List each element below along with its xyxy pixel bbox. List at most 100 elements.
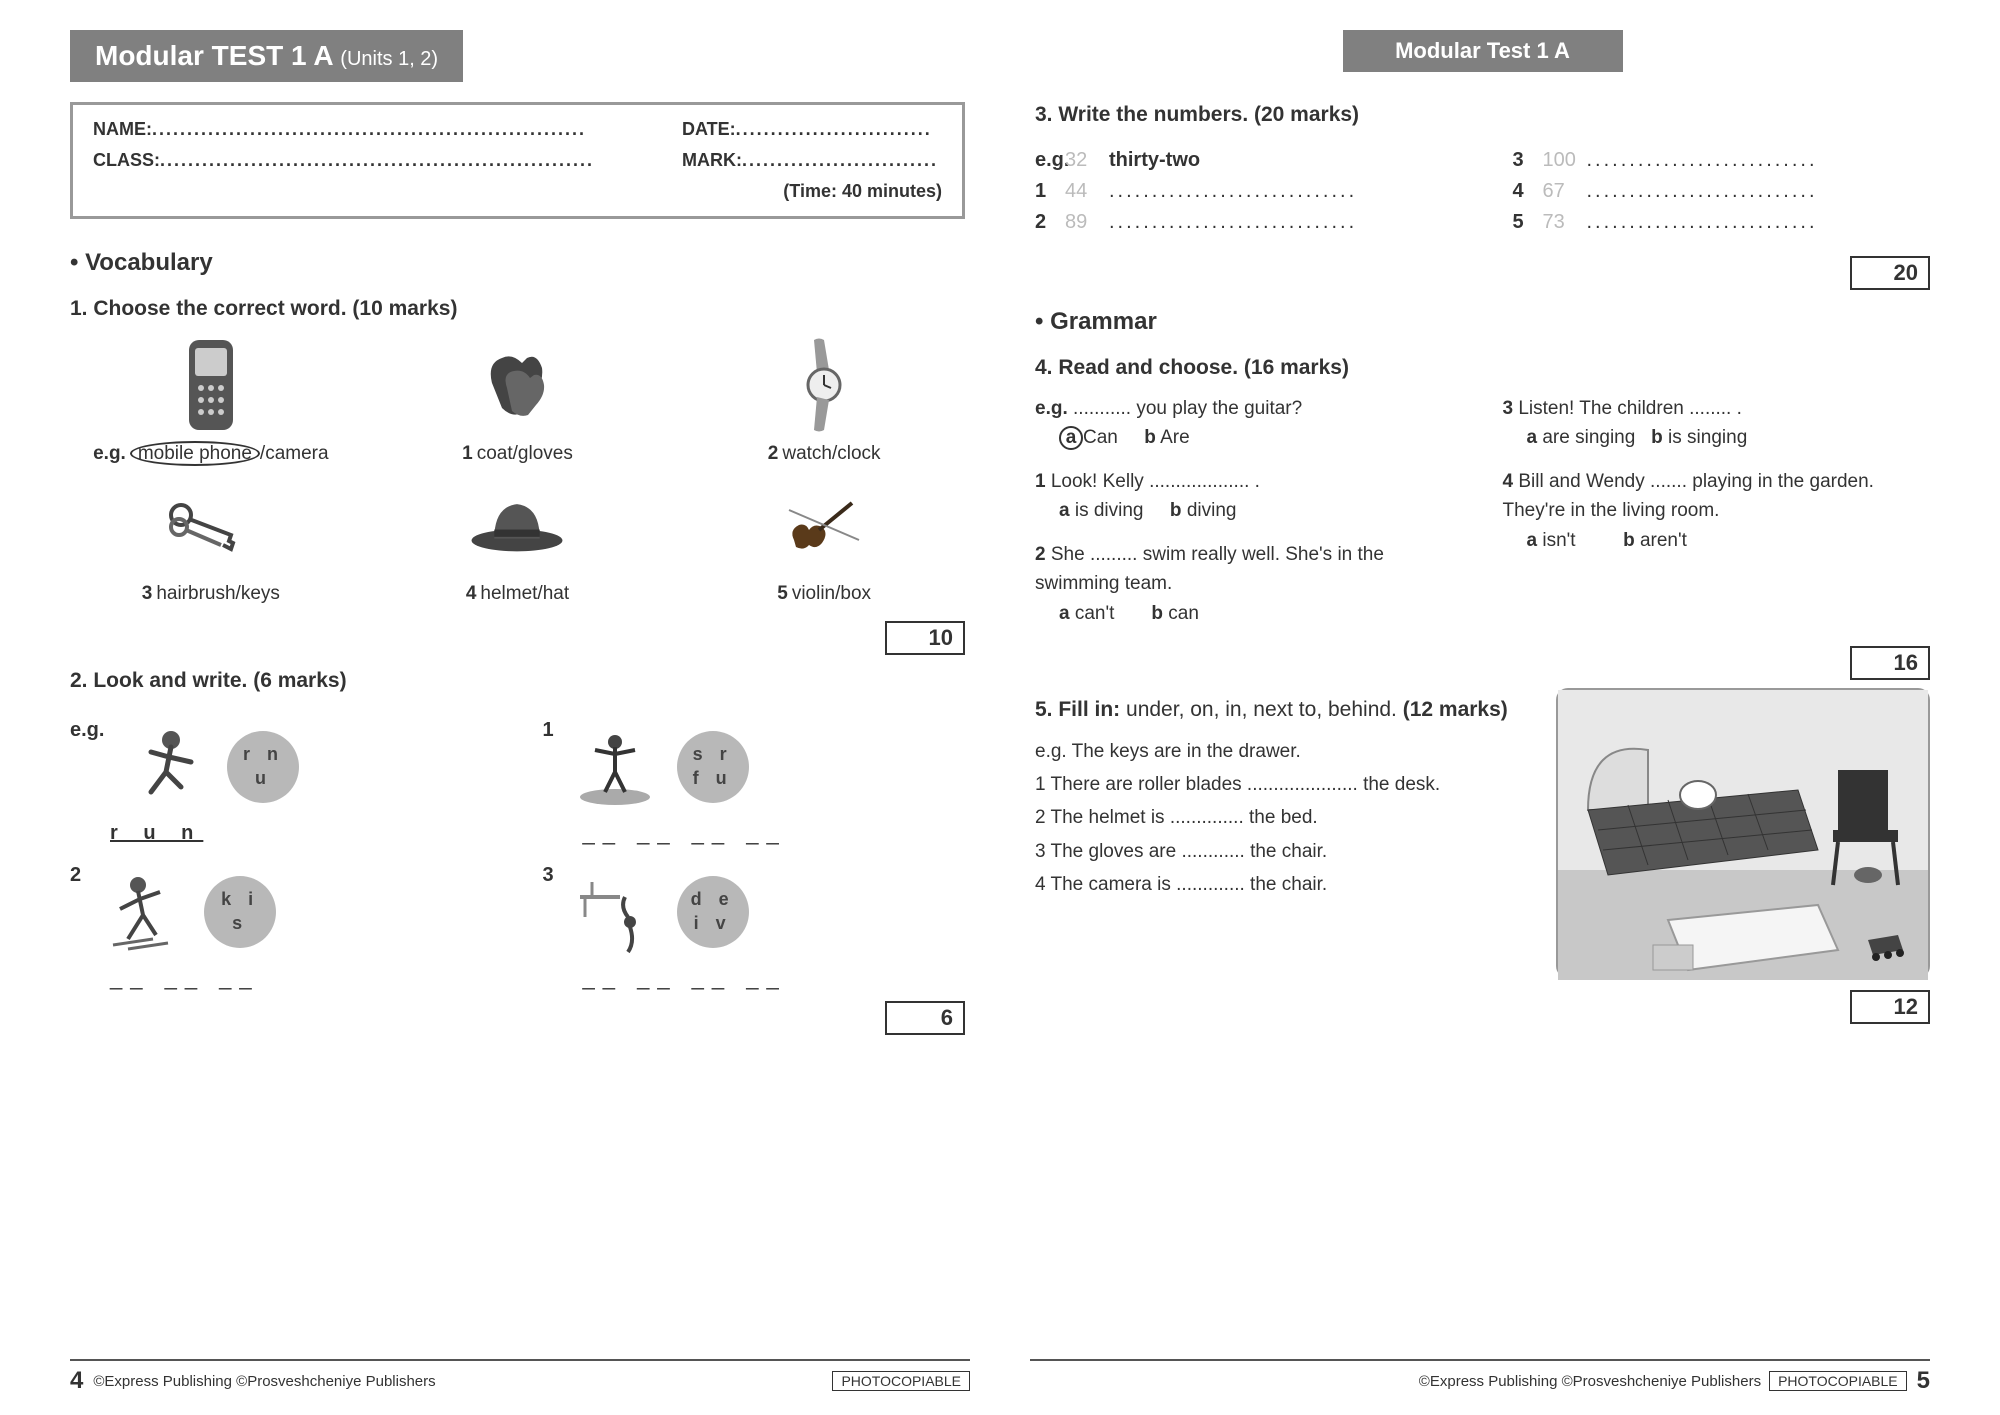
q4-eg: e.g. ........... you play the guitar? aC… xyxy=(1035,394,1463,453)
q5-eg: e.g. The keys are in the drawer. xyxy=(1035,737,1532,766)
q2-item-1: 1 s r f u xyxy=(543,719,966,814)
q4-3-a: are singing xyxy=(1542,427,1635,448)
section-grammar: Grammar xyxy=(1035,308,1930,336)
q1-item-5: 5violin/box xyxy=(683,475,965,605)
q3-eg-n: e.g. xyxy=(1035,149,1065,172)
q5-title: 5. Fill in: under, on, in, next to, behi… xyxy=(1035,694,1532,727)
q1-item-eg: e.g.mobile phone/camera xyxy=(70,335,352,465)
page-title-right: Modular Test 1 A xyxy=(1343,30,1623,72)
q4-eg-n: e.g. xyxy=(1035,398,1068,419)
q1-2-num: 2 xyxy=(768,443,779,464)
q4-1-n: 1 xyxy=(1035,471,1046,492)
q1-item-3: 3hairbrush/keys xyxy=(70,475,352,605)
q3-cols: e.g.32thirty-two 144....................… xyxy=(1035,141,1930,242)
q3-1-dots: ............................. xyxy=(1109,180,1453,203)
q3-eg-ans: thirty-two xyxy=(1109,149,1200,172)
info-box: NAME:...................................… xyxy=(70,102,965,219)
q3-score: 20 xyxy=(1850,256,1930,290)
q2-eg-num: e.g. xyxy=(70,719,104,742)
name-dots: ........................................… xyxy=(152,119,586,139)
q1-4-label: helmet/hat xyxy=(480,583,569,604)
q3-2-g: 89 xyxy=(1065,211,1109,234)
q5-title-b: under, on, in, next to, behind. xyxy=(1126,698,1397,721)
section-vocabulary: Vocabulary xyxy=(70,249,965,277)
q2-eg-letters: r n u xyxy=(227,731,299,803)
q4-eg-b: Are xyxy=(1160,427,1190,448)
q5-text: 5. Fill in: under, on, in, next to, behi… xyxy=(1035,688,1532,978)
q4-3-n: 3 xyxy=(1503,398,1514,419)
q5-title-a: 5. Fill in: xyxy=(1035,698,1126,721)
q3-3-g: 100 xyxy=(1543,149,1587,172)
q3-5-g: 73 xyxy=(1543,211,1587,234)
q1-eg-circled: mobile phone xyxy=(130,441,260,466)
q3-2-n: 2 xyxy=(1035,211,1065,234)
q4-4-a: isn't xyxy=(1542,530,1575,551)
q5-2: 2 The helmet is .............. the bed. xyxy=(1035,803,1532,832)
name-label: NAME: xyxy=(93,119,152,139)
q1-item-4: 4helmet/hat xyxy=(377,475,659,605)
hat-icon xyxy=(467,475,567,575)
q4-2-a: can't xyxy=(1075,603,1115,624)
violin-icon xyxy=(774,475,874,575)
q4-2-text: She ......... swim really well. She's in… xyxy=(1035,544,1384,594)
date-dots: ............................ xyxy=(736,119,932,139)
q1-3-num: 3 xyxy=(142,583,153,604)
footer-box-left: PHOTOCOPIABLE xyxy=(832,1371,970,1391)
q1-3-label: hairbrush/keys xyxy=(156,583,280,604)
class-label: CLASS: xyxy=(93,150,160,170)
q3-3-n: 3 xyxy=(1513,149,1543,172)
q1-2-label: watch/clock xyxy=(782,443,880,464)
q1-eg-rest: /camera xyxy=(260,443,329,464)
q1-4-num: 4 xyxy=(466,583,477,604)
q4-2: 2 She ......... swim really well. She's … xyxy=(1035,540,1463,628)
phone-icon xyxy=(161,335,261,435)
q2-3-letters: d e i v xyxy=(677,876,749,948)
q4-4: 4 Bill and Wendy ....... playing in the … xyxy=(1503,467,1931,555)
q2-2-num: 2 xyxy=(70,864,81,887)
footer-copy-right: ©Express Publishing ©Prosveshcheniye Pub… xyxy=(1030,1373,1761,1390)
q1-grid: e.g.mobile phone/camera 1coat/gloves 2wa… xyxy=(70,335,965,605)
q3-5-dots: ........................... xyxy=(1587,211,1931,234)
time-label: (Time: 40 minutes) xyxy=(93,181,942,202)
title-main: Modular TEST 1 A xyxy=(95,40,333,71)
q2-score: 6 xyxy=(885,1001,965,1035)
q2-1-answer: __ __ __ __ xyxy=(583,820,966,846)
q2-item-eg: e.g. r n u xyxy=(70,719,493,814)
q4-4-b: aren't xyxy=(1640,530,1687,551)
q2-1-letters: s r f u xyxy=(677,731,749,803)
q2-1-num: 1 xyxy=(543,719,554,742)
q1-score: 10 xyxy=(885,621,965,655)
q3-1-n: 1 xyxy=(1035,180,1065,203)
footer-box-right: PHOTOCOPIABLE xyxy=(1769,1371,1907,1391)
keys-icon xyxy=(161,475,261,575)
q2-eg-answer: r u n xyxy=(110,822,493,845)
footer-copy-left: ©Express Publishing ©Prosveshcheniye Pub… xyxy=(93,1373,832,1390)
q2-item-3: 3 d e i v xyxy=(543,864,966,959)
q5-1: 1 There are roller blades ..............… xyxy=(1035,770,1532,799)
q3-2-dots: ............................. xyxy=(1109,211,1453,234)
q5-title-c: (12 marks) xyxy=(1397,698,1508,721)
q1-item-2: 2watch/clock xyxy=(683,335,965,465)
mark-dots: ............................ xyxy=(742,150,938,170)
q1-item-1: 1coat/gloves xyxy=(377,335,659,465)
q2-3-answer: __ __ __ __ xyxy=(583,965,966,991)
date-label: DATE: xyxy=(682,119,736,139)
q4-4-text: Bill and Wendy ....... playing in the ga… xyxy=(1503,471,1874,521)
q4-3: 3 Listen! The children ........ . a are … xyxy=(1503,394,1931,453)
q3-5-n: 5 xyxy=(1513,211,1543,234)
q4-1-text: Look! Kelly ................... . xyxy=(1051,471,1260,492)
q1-1-num: 1 xyxy=(462,443,473,464)
q5-score: 12 xyxy=(1850,990,1930,1024)
q2-3-num: 3 xyxy=(543,864,554,887)
q5-4: 4 The camera is ............. the chair. xyxy=(1035,870,1532,899)
q1-title: 1. Choose the correct word. (10 marks) xyxy=(70,297,965,321)
q1-eg-num: e.g. xyxy=(93,443,126,464)
page-title-left: Modular TEST 1 A (Units 1, 2) xyxy=(70,30,463,82)
dive-icon xyxy=(568,864,663,959)
q3-title: 3. Write the numbers. (20 marks) xyxy=(1035,103,1930,127)
q3-3-dots: ........................... xyxy=(1587,149,1931,172)
q2-title: 2. Look and write. (6 marks) xyxy=(70,669,965,693)
surf-icon xyxy=(568,719,663,814)
q4-1: 1 Look! Kelly ................... . a is… xyxy=(1035,467,1463,526)
q3-4-dots: ........................... xyxy=(1587,180,1931,203)
